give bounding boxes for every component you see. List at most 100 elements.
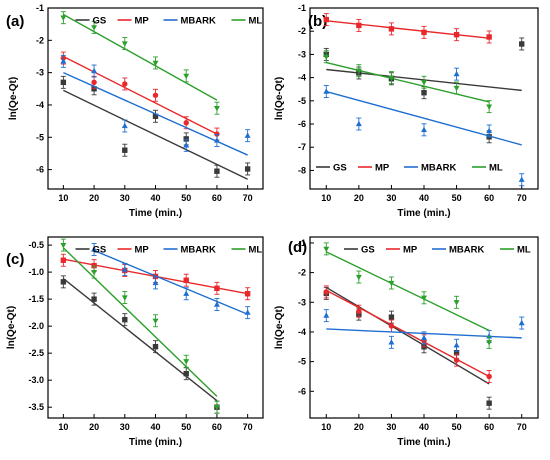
series-gs: [60, 275, 220, 414]
data-point: [60, 15, 67, 21]
data-point: [421, 29, 427, 36]
data-point: [486, 127, 493, 134]
data-point: [60, 242, 67, 249]
data-point: [356, 308, 362, 314]
x-tick-label: 30: [386, 193, 396, 203]
legend-label: MBARK: [421, 163, 456, 174]
y-tick-label: -5: [36, 132, 44, 142]
data-point: [214, 131, 220, 137]
x-tick-label: 40: [150, 193, 160, 203]
data-point: [122, 147, 128, 153]
y-tick-label: -2.0: [28, 321, 44, 331]
panel-letter: (c): [6, 251, 24, 268]
legend-label: ML: [489, 163, 503, 174]
panel-letter: (d): [288, 239, 307, 256]
series-mbark: [323, 67, 525, 187]
fit-line: [325, 251, 490, 332]
panel-1: 10 20 30 40 50 60 70 -6 -5 -4 -3 -2 -1 Time (min.) ln(…: [6, 3, 264, 219]
data-point: [486, 340, 493, 346]
legend-label: MP: [375, 163, 390, 174]
legend-label: MBARK: [449, 245, 484, 256]
legend-label: GS: [93, 16, 107, 27]
data-point: [213, 137, 220, 143]
series-ml: [323, 242, 493, 349]
data-point: [91, 79, 97, 86]
x-tick-label: 20: [89, 193, 99, 203]
data-point: [60, 257, 67, 263]
fit-line: [63, 13, 218, 101]
fit-line: [326, 20, 490, 39]
y-tick-label: -7: [298, 142, 306, 152]
data-point: [183, 120, 189, 126]
data-point: [421, 334, 427, 341]
data-point: [356, 22, 362, 29]
x-tick-label: 60: [484, 422, 494, 432]
data-point: [388, 75, 395, 81]
x-tick-label: 60: [212, 422, 222, 432]
data-point: [121, 266, 128, 272]
data-point: [60, 58, 67, 64]
data-point: [152, 92, 159, 98]
legend-label: MBARK: [181, 16, 216, 27]
fit-line: [93, 249, 248, 315]
data-point: [91, 86, 97, 92]
data-point: [122, 316, 128, 323]
data-point: [152, 279, 159, 286]
data-point: [388, 323, 395, 329]
data-point: [518, 176, 525, 182]
data-point: [519, 41, 525, 47]
data-point: [486, 104, 493, 110]
y-tick-label: -2.5: [28, 348, 44, 358]
legend-label: MP: [135, 245, 150, 256]
y-tick-label: -4: [298, 73, 306, 83]
series-ml: [60, 238, 220, 414]
legend-label: GS: [93, 245, 107, 256]
fit-line: [62, 247, 218, 397]
data-point: [213, 106, 220, 112]
y-axis-title: ln(Qe-Qt): [6, 306, 17, 349]
data-point: [518, 319, 525, 326]
data-point: [421, 126, 427, 132]
y-axis-title: ln(Qe-Qt): [274, 77, 285, 120]
data-point: [453, 300, 460, 306]
x-tick-label: 70: [517, 422, 527, 432]
y-tick-label: -5: [298, 96, 306, 106]
x-tick-label: 20: [89, 422, 99, 432]
data-point: [323, 88, 330, 94]
fit-line: [326, 61, 490, 103]
panel-letter: (b): [308, 13, 327, 30]
data-point: [355, 68, 362, 74]
y-tick-label: -3.0: [28, 375, 44, 385]
x-tick-label: 50: [452, 422, 462, 432]
legend: GS MP MBARK ML: [75, 245, 262, 256]
x-tick-label: 70: [243, 422, 253, 432]
data-point: [91, 67, 98, 74]
data-point: [421, 89, 427, 96]
legend-label: ML: [249, 16, 263, 27]
data-point: [388, 314, 395, 320]
data-point: [91, 25, 98, 31]
y-tick-label: -4: [298, 327, 306, 337]
x-tick-label: 40: [419, 193, 429, 203]
y-tick-label: -3: [298, 49, 306, 59]
x-tick-label: 10: [58, 422, 68, 432]
data-point: [183, 73, 190, 80]
data-point: [91, 296, 97, 302]
x-axis-title: Time (min.): [397, 208, 450, 219]
legend-label: ML: [517, 245, 531, 256]
data-point: [323, 16, 329, 23]
y-tick-label: -3: [298, 297, 306, 307]
data-point: [486, 333, 493, 339]
data-point: [214, 285, 220, 292]
data-point: [323, 312, 330, 318]
series-ml: [60, 11, 220, 115]
legend-label: GS: [361, 245, 375, 256]
x-tick-label: 50: [452, 193, 462, 203]
data-point: [388, 26, 395, 32]
panel-letter: (a): [6, 13, 24, 30]
x-tick-label: 60: [212, 193, 222, 203]
data-point: [183, 290, 190, 296]
series-mbark: [60, 54, 251, 156]
legend-label: MBARK: [181, 245, 216, 256]
data-point: [122, 81, 128, 87]
